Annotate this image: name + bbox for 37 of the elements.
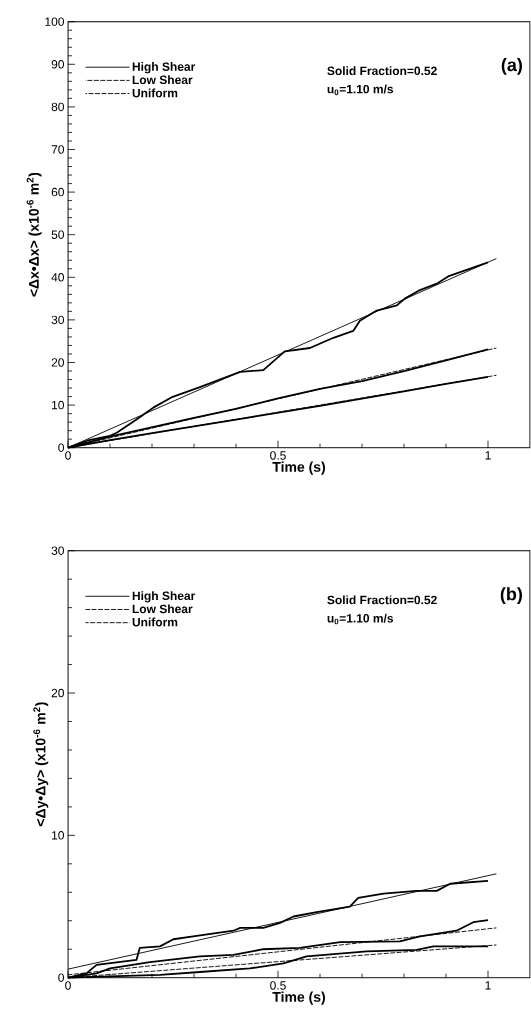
x-axis-title: Time (s) <box>272 461 326 475</box>
annotation: Solid Fraction=0.52 <box>327 66 438 76</box>
annotation: (a) <box>501 58 523 75</box>
legend-label: High Shear <box>132 591 196 603</box>
y-tick-label: 100 <box>45 17 65 26</box>
y-tick-label: 10 <box>52 831 65 840</box>
y-tick-label: 0 <box>58 443 65 452</box>
y-tick-label: 30 <box>51 315 65 325</box>
y-tick-label: 30 <box>51 546 65 555</box>
y-tick-label: 90 <box>51 60 65 69</box>
x-axis-title: Time (s) <box>272 991 326 1005</box>
legend-label: Low Shear <box>132 75 193 85</box>
x-tick-label: 0.5 <box>270 981 287 990</box>
y-tick-label: 40 <box>51 273 65 282</box>
y-tick-label: 20 <box>51 358 65 367</box>
legend-label: Uniform <box>132 88 178 98</box>
annotation: Solid Fraction=0.52 <box>327 595 438 605</box>
x-tick-label: 0 <box>65 451 72 460</box>
y-tick-label: 0 <box>58 973 65 982</box>
y-tick-label: 10 <box>52 400 65 410</box>
y-tick-label: 70 <box>51 145 65 154</box>
y-tick-label: 80 <box>51 102 65 112</box>
x-tick-label: 0 <box>65 981 72 990</box>
legend-label: Low Shear <box>132 604 193 614</box>
legend-label: High Shear <box>132 62 196 74</box>
y-tick-label: 20 <box>51 688 65 698</box>
legend-label: Uniform <box>132 617 178 627</box>
annotation: u$_{0}$=1.10 m/s <box>327 84 394 96</box>
x-tick-label: 1 <box>485 981 491 990</box>
y-axis-title: <Δx•Δx> (x10$^{-6}$ m$^{2}$) <box>26 172 42 297</box>
y-tick-label: 60 <box>51 187 65 197</box>
x-tick-label: 1 <box>485 451 491 460</box>
x-tick-label: 0.5 <box>270 451 287 460</box>
y-tick-label: 50 <box>51 230 65 239</box>
annotation: (b) <box>501 587 523 604</box>
annotation: u$_{0}$=1.10 m/s <box>327 613 394 625</box>
y-axis-title: <Δy•Δy> (x10$^{-6}$ m$^{2}$) <box>33 702 49 827</box>
